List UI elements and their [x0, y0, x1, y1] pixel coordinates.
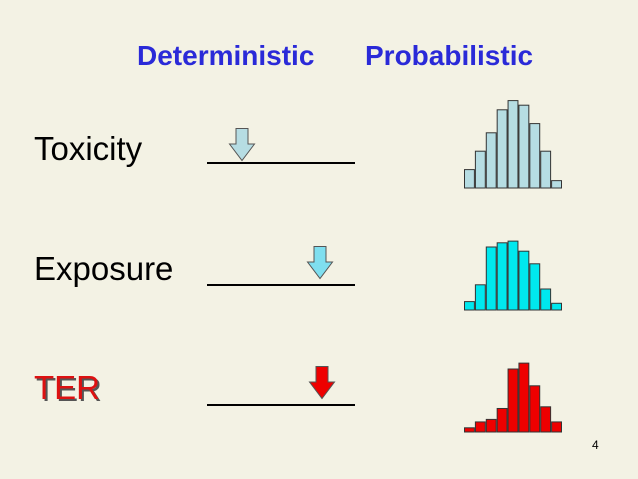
toxicity-down-arrow-icon	[228, 128, 256, 162]
ter-histogram-bar	[518, 362, 530, 433]
ter-histogram	[464, 362, 563, 433]
toxicity-deterministic-line	[207, 162, 355, 164]
toxicity-histogram-bar	[529, 123, 541, 189]
toxicity-histogram-bar	[485, 132, 497, 189]
ter-histogram-bar	[540, 406, 552, 433]
exposure-histogram-bar	[540, 288, 552, 311]
ter-deterministic-line	[207, 404, 355, 406]
ter-histogram-bar	[507, 368, 519, 433]
toxicity-histogram-bar	[507, 100, 519, 189]
toxicity-histogram-bar	[464, 169, 475, 189]
exposure-histogram-bar	[496, 242, 508, 311]
ter-down-arrow-icon	[308, 366, 336, 400]
deterministic-header: Deterministic	[137, 40, 315, 71]
exposure-histogram-bar	[485, 246, 497, 311]
exposure-down-arrow-icon	[306, 246, 334, 280]
exposure-deterministic-line	[207, 284, 355, 286]
exposure-histogram	[464, 240, 563, 311]
toxicity-histogram	[464, 100, 563, 189]
exposure-histogram-bar	[529, 263, 541, 311]
exposure-histogram-bar	[518, 250, 530, 311]
toxicity-histogram-bar	[540, 150, 552, 189]
exposure-histogram-bar	[464, 301, 475, 311]
ter-histogram-bar	[551, 421, 563, 433]
toxicity-histogram-bar	[518, 104, 530, 189]
toxicity-label: Toxicity	[34, 130, 143, 167]
ter-label: TER	[34, 369, 100, 406]
ter-histogram-bar	[496, 407, 508, 433]
toxicity-histogram-bar	[474, 150, 486, 189]
exposure-histogram-bar	[551, 302, 563, 311]
slide-number: 4	[592, 438, 599, 452]
ter-histogram-bar	[485, 418, 497, 433]
ter-histogram-bar	[464, 427, 475, 433]
exposure-histogram-bar	[474, 284, 486, 311]
exposure-label: Exposure	[34, 250, 174, 287]
toxicity-histogram-bar	[551, 180, 563, 189]
toxicity-histogram-bar	[496, 109, 508, 189]
ter-histogram-bar	[529, 385, 541, 433]
probabilistic-header: Probabilistic	[365, 40, 534, 71]
ter-histogram-bar	[474, 421, 486, 433]
exposure-histogram-bar	[507, 240, 519, 311]
